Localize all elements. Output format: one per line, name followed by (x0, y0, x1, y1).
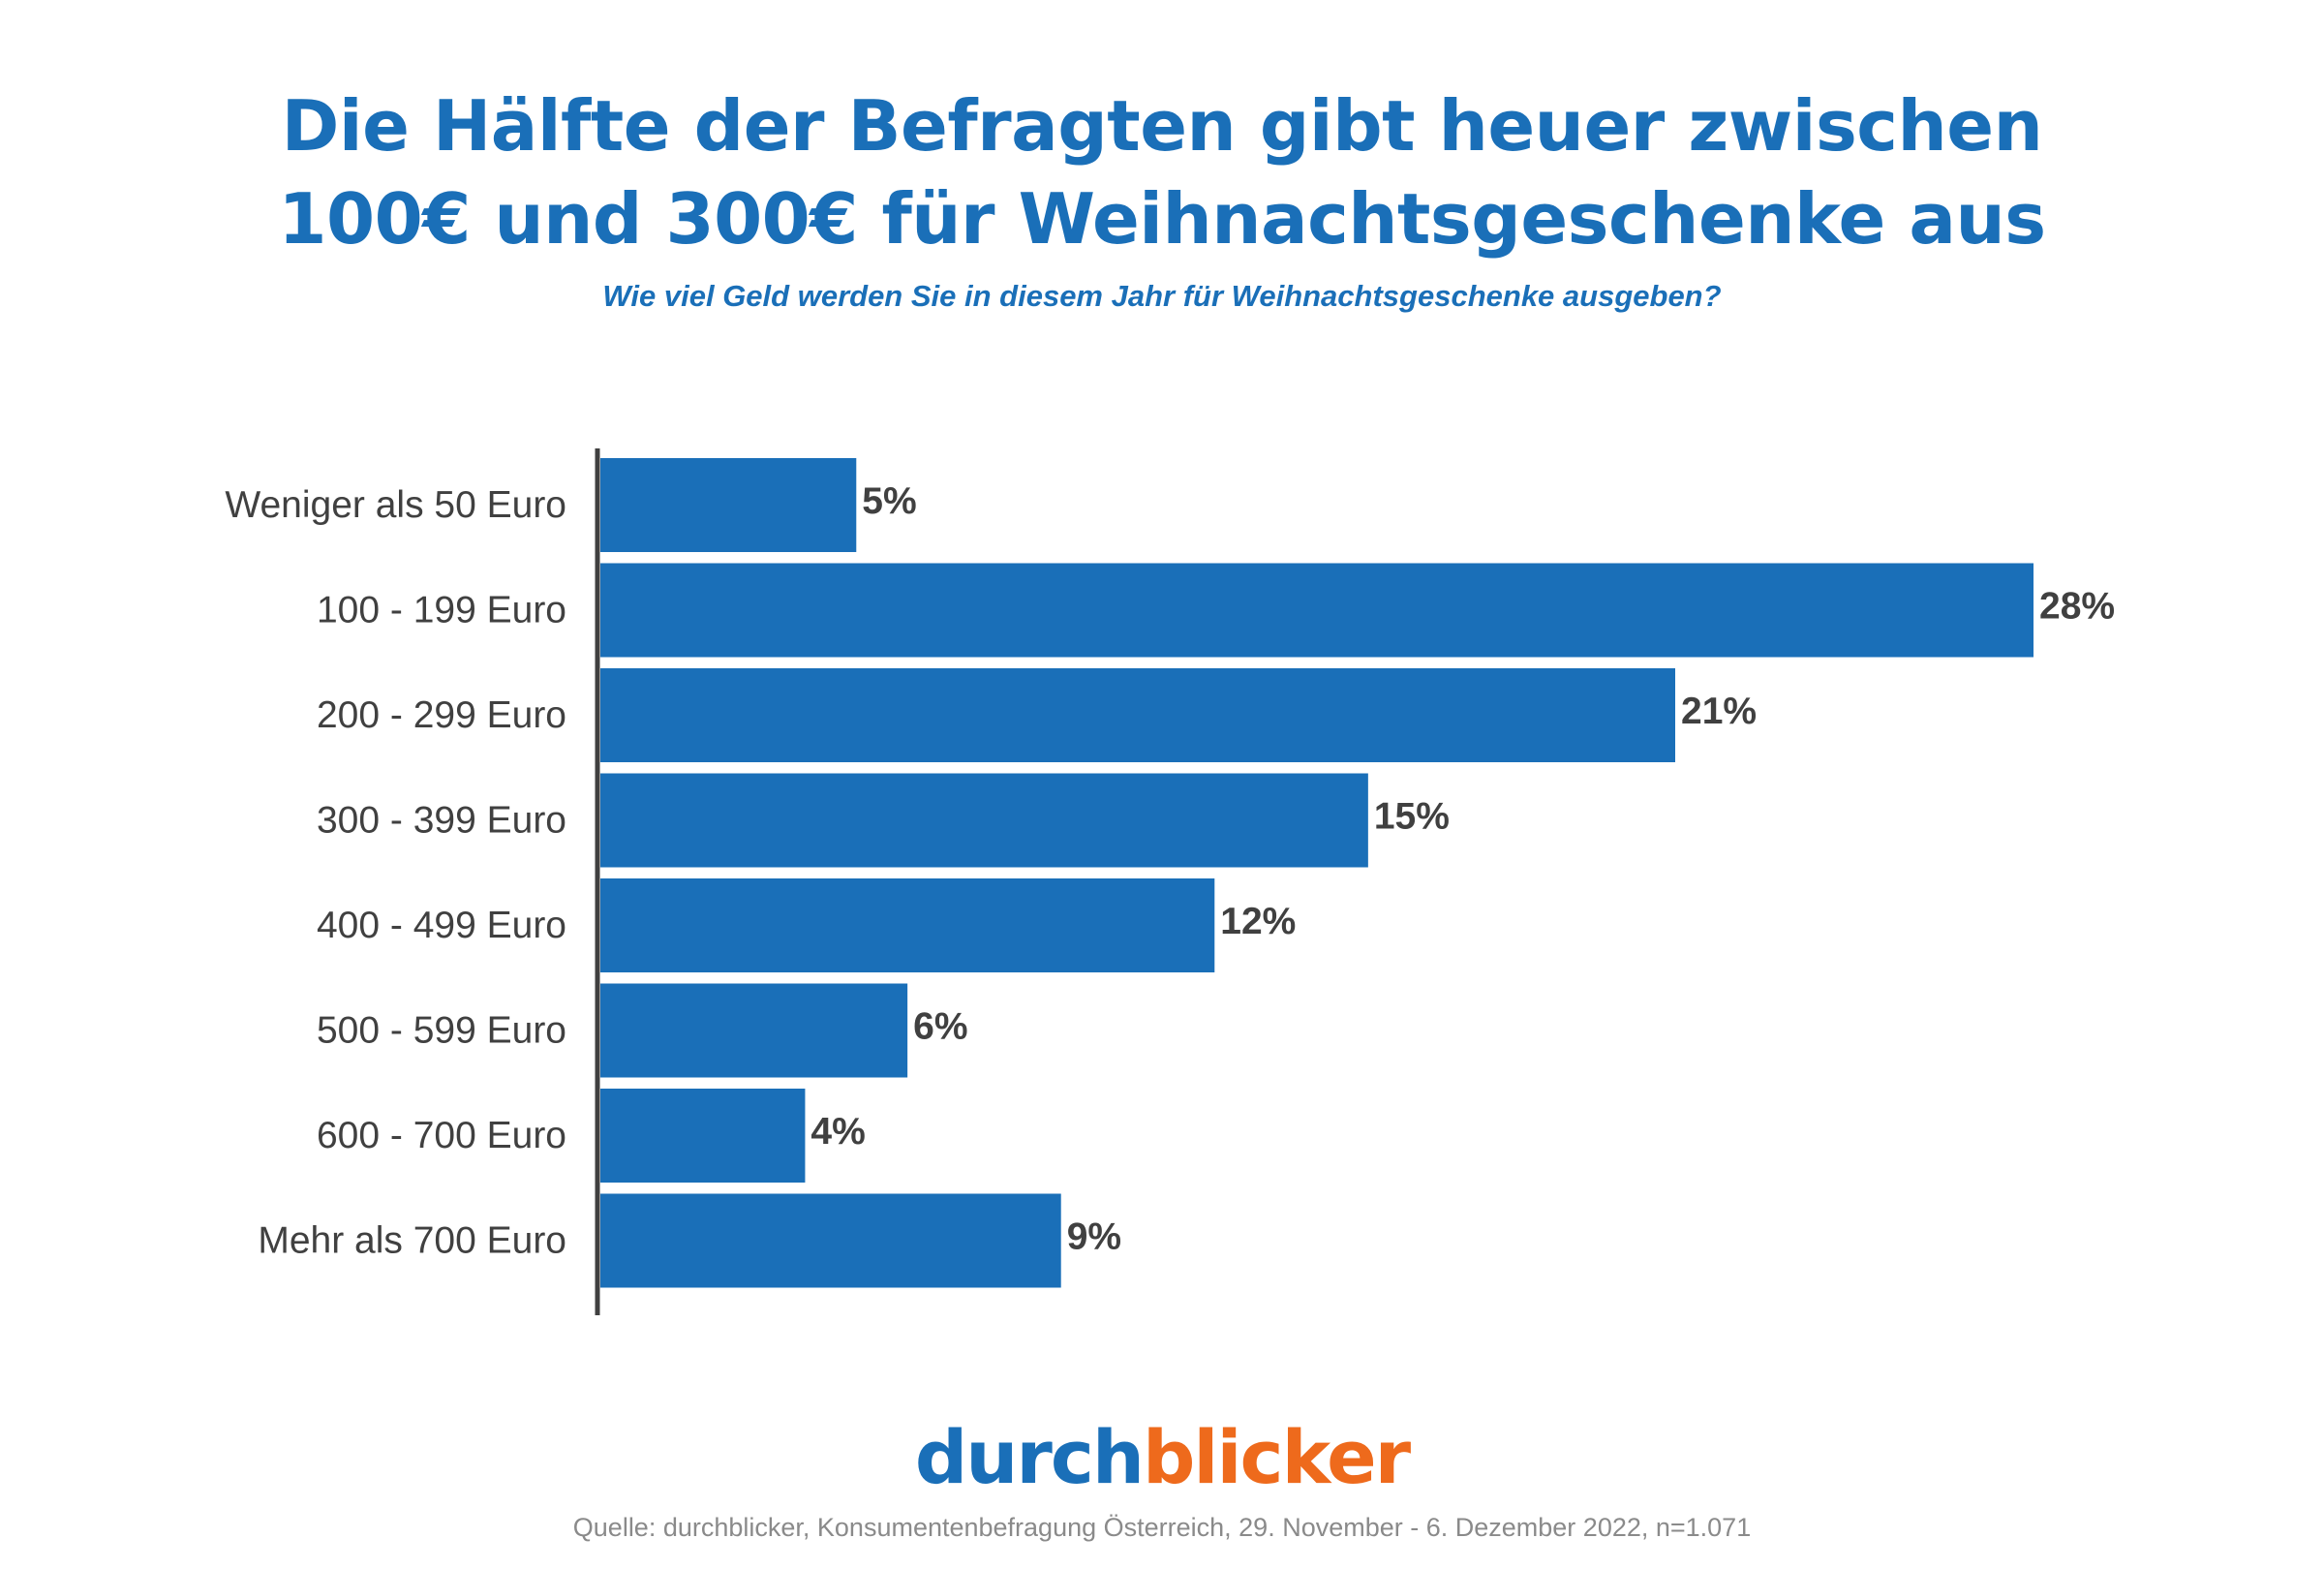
bar-4 (600, 773, 1368, 868)
value-label-3: 21% (1681, 691, 1757, 732)
value-labels-group: 5% 28% 21% 15% 12% 6% 4% 9% (810, 480, 2115, 1258)
chart-title: Die Hälfte der Befragten gibt heuer zwis… (0, 79, 2324, 265)
bars-group (600, 458, 2034, 1288)
category-label-6: 500 - 599 Euro (317, 1010, 566, 1052)
bar-6 (600, 983, 908, 1078)
category-labels-group: Weniger als 50 Euro 100 - 199 Euro 200 - 2… (225, 484, 566, 1262)
chart-subtitle: Wie viel Geld werden Sie in diesem Jahr … (602, 279, 1722, 313)
category-label-1: Weniger als 50 Euro (225, 484, 566, 526)
bar-8 (600, 1193, 1061, 1288)
value-label-5: 12% (1220, 901, 1296, 942)
category-label-2: 100 - 199 Euro (317, 590, 566, 631)
chart-title-line-2: 100€ und 300€ für Weihnachtsgeschenke au… (278, 178, 2046, 260)
source-note: Quelle: durchblicker, Konsumentenbefragu… (572, 1513, 1752, 1542)
logo-text-durch: durch (914, 1414, 1145, 1500)
bar-2 (600, 563, 2034, 658)
value-label-6: 6% (913, 1006, 967, 1048)
bar-7 (600, 1089, 806, 1183)
value-label-7: 4% (810, 1111, 865, 1153)
bar-5 (600, 878, 1215, 972)
durchblicker-logo: durchblicker (0, 1414, 2324, 1501)
category-label-8: Mehr als 700 Euro (258, 1220, 566, 1262)
value-label-4: 15% (1374, 796, 1450, 838)
bar-3 (600, 668, 1675, 762)
category-label-7: 600 - 700 Euro (317, 1115, 566, 1156)
category-label-5: 400 - 499 Euro (317, 905, 566, 946)
chart-title-line-1: Die Hälfte der Befragten gibt heuer zwis… (281, 85, 2043, 167)
category-label-3: 200 - 299 Euro (317, 694, 566, 736)
value-label-2: 28% (2039, 586, 2115, 628)
logo-text-blicker: blicker (1143, 1414, 1411, 1500)
category-label-4: 300 - 399 Euro (317, 800, 566, 842)
value-label-1: 5% (862, 480, 916, 522)
bar-1 (600, 458, 857, 552)
value-label-8: 9% (1067, 1216, 1121, 1258)
